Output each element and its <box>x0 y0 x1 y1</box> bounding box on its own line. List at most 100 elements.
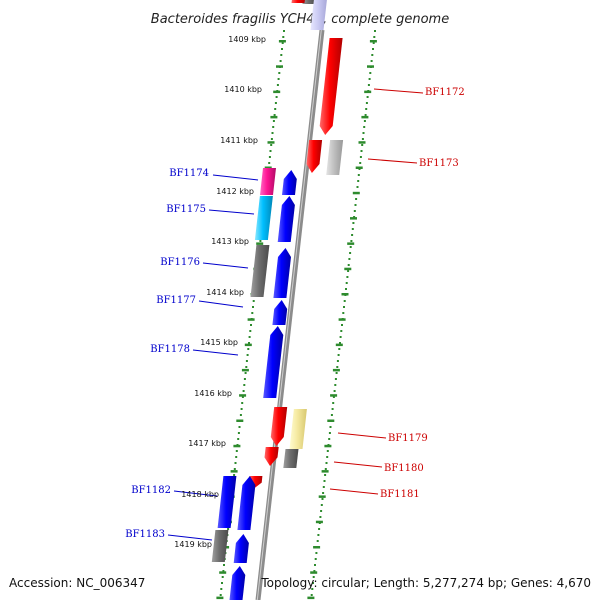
guide-dot <box>365 102 368 104</box>
tick-mark <box>276 65 283 68</box>
guide-dot <box>275 96 278 98</box>
guide-dot <box>227 528 230 530</box>
gene-arrow-partial[interactable] <box>310 0 327 30</box>
gene-arrow-bf1182[interactable] <box>217 476 237 528</box>
gene-label-bf1178[interactable]: BF1178 <box>150 344 190 355</box>
guide-dot <box>233 474 236 476</box>
tick-mark <box>324 444 332 448</box>
guide-dot <box>328 432 331 434</box>
guide-dot <box>347 270 350 272</box>
tick-mark <box>315 520 323 524</box>
gene-arrow-bf1183[interactable] <box>211 530 229 562</box>
guide-dot <box>335 372 338 374</box>
guide-dot <box>233 468 236 470</box>
label-leaders <box>167 88 424 541</box>
guide-dot <box>323 480 326 482</box>
gene-arrow-bf1177[interactable] <box>272 300 288 325</box>
leader-line <box>329 488 379 495</box>
gene-labels: BF1172 BF1173 BF1174 BF1175 BF1176 BF117… <box>125 87 465 540</box>
tick-mark <box>310 571 318 574</box>
guide-dot <box>337 354 340 356</box>
gene-arrow-bf1176a[interactable] <box>273 248 291 298</box>
gene-label-bf1176[interactable]: BF1176 <box>160 257 200 268</box>
guide-dot <box>222 570 225 572</box>
guide-dot <box>357 180 360 182</box>
guide-dot <box>351 234 354 236</box>
gene-arrow-partial[interactable] <box>302 0 316 4</box>
tick-mark <box>361 115 369 119</box>
gene-arrow-bf1182a[interactable] <box>237 476 256 530</box>
guide-dot <box>359 156 362 158</box>
gene-label-bf1172[interactable]: BF1172 <box>425 87 465 98</box>
kbp-label: 1409 kbp <box>228 35 266 44</box>
guide-dot <box>365 108 368 110</box>
gene-arrow-bf1176[interactable] <box>250 245 270 297</box>
gene-label-bf1174[interactable]: BF1174 <box>169 168 209 179</box>
tick-mark <box>241 368 249 372</box>
gene-arrow-bf1172b[interactable] <box>306 140 323 173</box>
guide-dot <box>252 300 255 302</box>
gene-arrow-partial[interactable] <box>291 0 305 3</box>
guide-dot <box>242 390 245 392</box>
guide-dot <box>352 222 355 224</box>
gene-arrow-bf1172[interactable] <box>319 38 343 135</box>
backbone <box>255 29 325 600</box>
gene-arrow-bf1180[interactable] <box>283 449 299 468</box>
map-title: Bacteroides fragilis YCH46, complete gen… <box>151 12 449 27</box>
guide-dot <box>372 42 375 44</box>
guide-dot <box>268 156 271 158</box>
gene-arrow-bf1179[interactable] <box>289 409 307 449</box>
guide-dot <box>283 30 285 32</box>
guide-dot <box>243 378 246 380</box>
guide-dot <box>326 456 329 458</box>
guide-dot <box>362 132 365 134</box>
guide-dot <box>320 504 323 506</box>
gene-arrow-bf1173[interactable] <box>326 140 344 175</box>
guide-dot <box>345 282 348 284</box>
gene-label-bf1183[interactable]: BF1183 <box>125 529 165 540</box>
gene-label-bf1181[interactable]: BF1181 <box>380 489 420 500</box>
guide-dot <box>317 534 320 536</box>
guide-dot <box>315 552 318 554</box>
guide-dot <box>339 342 341 344</box>
kbp-label: 1418 kbp <box>181 490 219 499</box>
gene-label-bf1182[interactable]: BF1182 <box>131 485 171 496</box>
leader-line <box>198 300 244 308</box>
gene-arrow-bf1174[interactable] <box>260 168 276 195</box>
gene-arrow-bf1183a[interactable] <box>233 534 249 563</box>
gene-label-bf1179[interactable]: BF1179 <box>388 433 428 444</box>
guide-dot <box>241 396 244 398</box>
guide-dot <box>361 144 364 146</box>
guide-dot <box>220 588 223 590</box>
kbp-label: 1412 kbp <box>216 187 254 196</box>
guide-dot <box>235 450 238 452</box>
kbp-label: 1410 kbp <box>224 85 262 94</box>
gene-arrow-bf1179a[interactable] <box>270 407 288 446</box>
gene-label-bf1177[interactable]: BF1177 <box>156 295 196 306</box>
tick-mark <box>247 318 255 321</box>
gene-arrow-bf1178[interactable] <box>263 326 284 398</box>
guide-dot <box>368 78 371 80</box>
tick-mark <box>330 394 338 397</box>
tick-mark <box>321 470 329 473</box>
tick-mark <box>338 318 346 321</box>
tick-mark <box>341 293 349 296</box>
gene-label-bf1173[interactable]: BF1173 <box>419 158 459 169</box>
gene-arrow-partial-bottom[interactable] <box>229 566 246 600</box>
gene-label-bf1175[interactable]: BF1175 <box>166 204 206 215</box>
guide-dot <box>338 348 341 350</box>
guide-dot <box>354 204 357 206</box>
gene-label-bf1180[interactable]: BF1180 <box>384 463 424 474</box>
kbp-label: 1415 kbp <box>200 338 238 347</box>
guide-dot <box>324 468 327 470</box>
gene-arrow-bf1175a[interactable] <box>277 196 295 242</box>
guide-dot <box>369 72 372 74</box>
guide-dot <box>270 144 273 146</box>
guide-dot <box>345 288 347 290</box>
gene-arrow-bf1175[interactable] <box>254 196 273 240</box>
gene-arrow-bf1174a[interactable] <box>282 170 297 195</box>
tick-mark <box>239 394 247 397</box>
gene-arrow-bf1179b[interactable] <box>264 447 279 466</box>
guide-dot <box>356 186 359 188</box>
